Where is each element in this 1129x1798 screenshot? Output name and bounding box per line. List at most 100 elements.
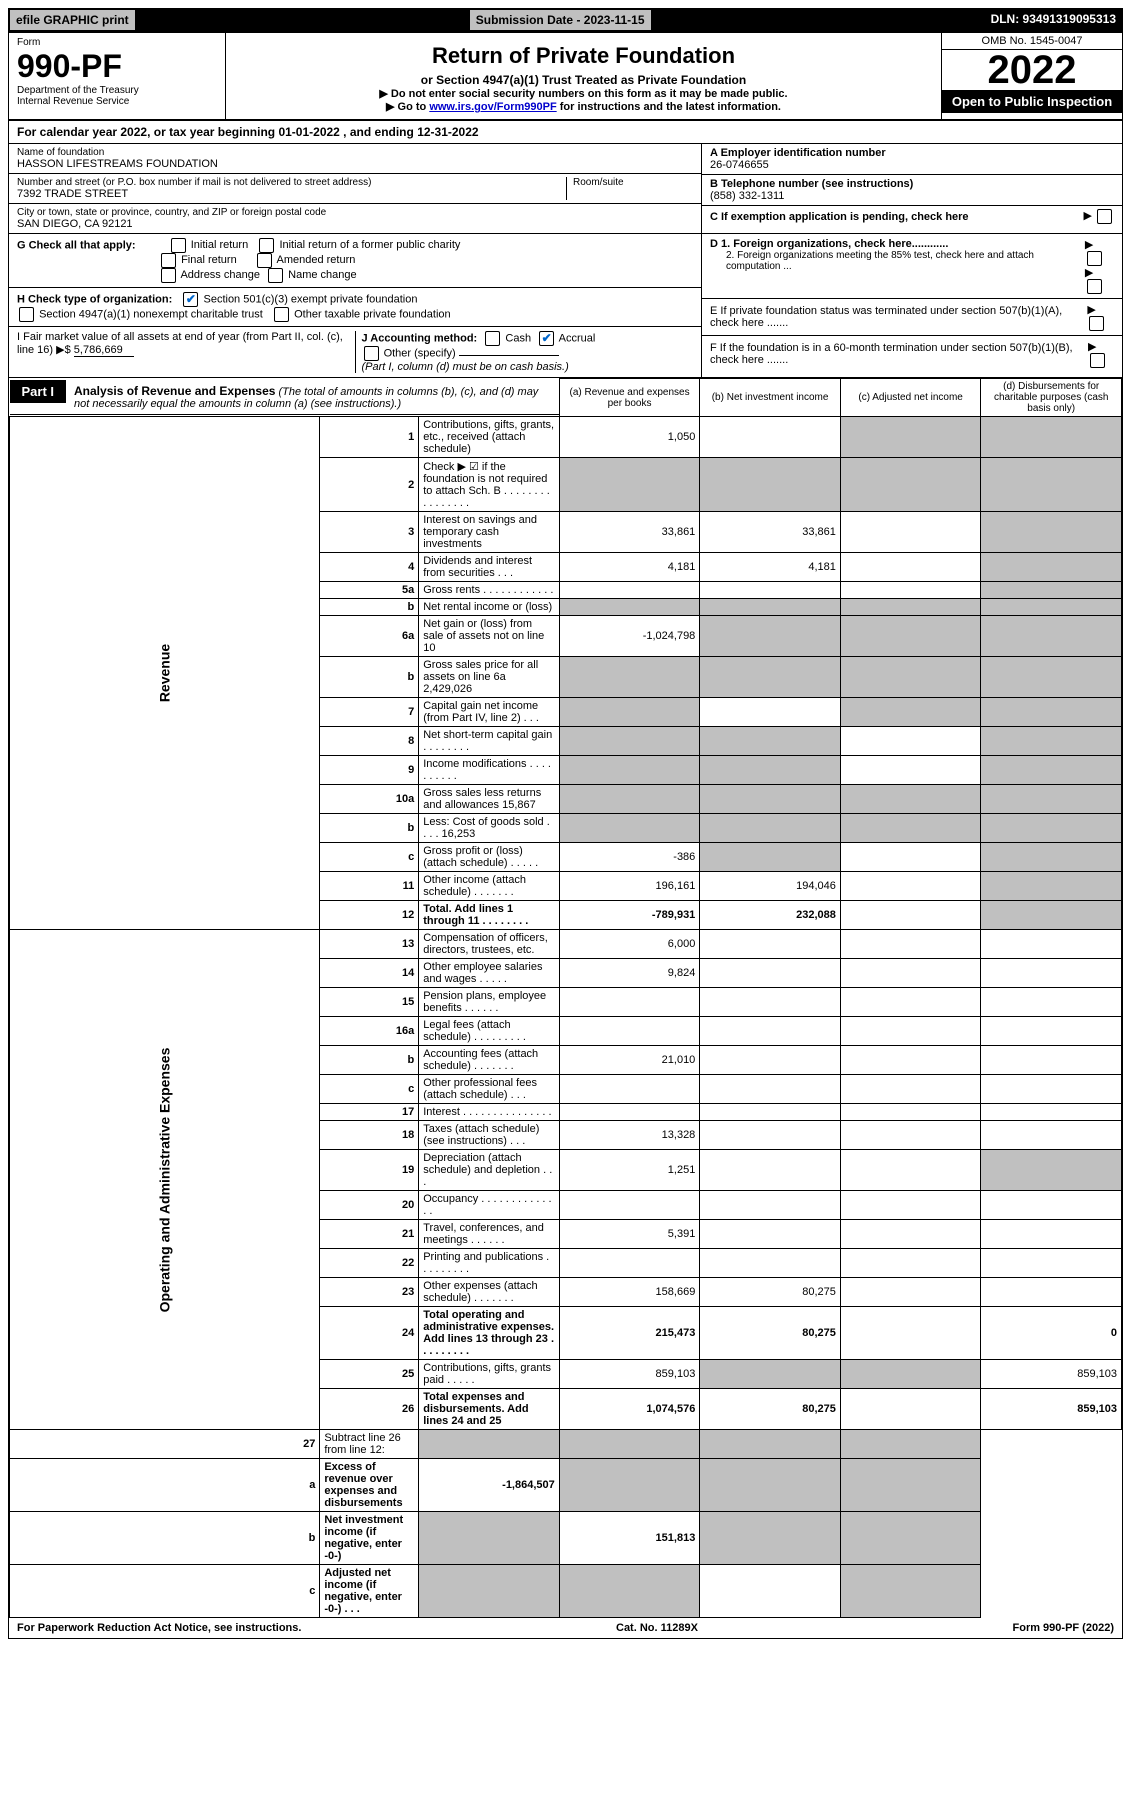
line-desc: Other professional fees (attach schedule… <box>419 1075 560 1104</box>
value-cell <box>559 756 700 785</box>
col-d-header: (d) Disbursements for charitable purpose… <box>981 379 1122 417</box>
value-cell <box>559 1565 700 1618</box>
checkbox-other[interactable] <box>364 346 379 361</box>
value-cell <box>700 1191 841 1220</box>
col-b-header: (b) Net investment income <box>700 379 841 417</box>
note-ssn: ▶ Do not enter social security numbers o… <box>232 87 935 100</box>
value-cell: 80,275 <box>700 1389 841 1430</box>
checkbox-name[interactable] <box>268 268 283 283</box>
checkbox-other-tax[interactable] <box>274 307 289 322</box>
line-number: 22 <box>320 1249 419 1278</box>
checkbox-d2[interactable] <box>1087 279 1102 294</box>
value-cell <box>840 698 981 727</box>
value-cell <box>840 1017 981 1046</box>
checkbox-amended[interactable] <box>257 253 272 268</box>
line-desc: Other employee salaries and wages . . . … <box>419 959 560 988</box>
value-cell <box>981 1249 1122 1278</box>
ein-value: 26-0746655 <box>710 159 1114 171</box>
efile-button[interactable]: efile GRAPHIC print <box>9 9 136 31</box>
line-desc: Other income (attach schedule) . . . . .… <box>419 872 560 901</box>
phone-value: (858) 332-1311 <box>710 190 1114 202</box>
value-cell <box>981 616 1122 657</box>
h-label: H Check type of organization: <box>17 293 172 305</box>
irs-label: Internal Revenue Service <box>17 96 217 107</box>
line-desc: Check ▶ ☑ if the foundation is not requi… <box>419 458 560 512</box>
line-desc: Compensation of officers, directors, tru… <box>419 930 560 959</box>
value-cell <box>700 930 841 959</box>
revenue-body: Revenue1Contributions, gifts, grants, et… <box>10 417 1122 930</box>
i-cell: I Fair market value of all assets at end… <box>17 331 356 373</box>
value-cell: 21,010 <box>559 1046 700 1075</box>
form-number: 990-PF <box>17 48 217 85</box>
line-desc: Dividends and interest from securities .… <box>419 553 560 582</box>
checkbox-f[interactable] <box>1090 353 1105 368</box>
value-cell: 5,391 <box>559 1220 700 1249</box>
value-cell <box>981 1278 1122 1307</box>
ij-row: I Fair market value of all assets at end… <box>9 327 701 377</box>
irs-link[interactable]: www.irs.gov/Form990PF <box>429 101 556 113</box>
value-cell <box>981 930 1122 959</box>
dept-treasury: Department of the Treasury <box>17 85 217 96</box>
e-row: E If private foundation status was termi… <box>702 299 1122 336</box>
value-cell <box>840 1430 981 1459</box>
line-desc: Net gain or (loss) from sale of assets n… <box>419 616 560 657</box>
value-cell <box>700 814 841 843</box>
line-desc: Income modifications . . . . . . . . . . <box>419 756 560 785</box>
line-desc: Capital gain net income (from Part IV, l… <box>419 698 560 727</box>
part1-badge: Part I <box>10 380 67 403</box>
value-cell <box>840 901 981 930</box>
part1-header: Part I Analysis of Revenue and Expenses … <box>10 380 559 415</box>
checkbox-4947[interactable] <box>19 307 34 322</box>
checkbox-final[interactable] <box>161 253 176 268</box>
checkbox-cash[interactable] <box>485 331 500 346</box>
value-cell: -789,931 <box>559 901 700 930</box>
value-cell <box>700 1360 841 1389</box>
value-cell <box>840 553 981 582</box>
value-cell <box>981 1220 1122 1249</box>
line-desc: Excess of revenue over expenses and disb… <box>320 1459 419 1512</box>
line-number: c <box>320 843 419 872</box>
value-cell: -1,024,798 <box>559 616 700 657</box>
value-cell: 9,824 <box>559 959 700 988</box>
line-desc: Printing and publications . . . . . . . … <box>419 1249 560 1278</box>
line-desc: Interest on savings and temporary cash i… <box>419 512 560 553</box>
value-cell <box>840 599 981 616</box>
value-cell <box>981 657 1122 698</box>
line-number: b <box>320 814 419 843</box>
f-check <box>1088 340 1114 368</box>
line-number: 2 <box>320 458 419 512</box>
line-desc: Interest . . . . . . . . . . . . . . . <box>419 1104 560 1121</box>
value-cell <box>840 727 981 756</box>
checkbox-accrual[interactable] <box>539 331 554 346</box>
line-desc: Net investment income (if negative, ente… <box>320 1512 419 1565</box>
value-cell <box>700 1249 841 1278</box>
name-label: Name of foundation <box>17 147 693 158</box>
line-number: 6a <box>320 616 419 657</box>
value-cell <box>559 1430 700 1459</box>
value-cell <box>840 1104 981 1121</box>
checkbox-addr[interactable] <box>161 268 176 283</box>
value-cell: 80,275 <box>700 1307 841 1360</box>
g-row: G Check all that apply: Initial return I… <box>9 234 701 288</box>
value-cell: 196,161 <box>559 872 700 901</box>
f-label: F If the foundation is in a 60-month ter… <box>710 342 1088 366</box>
value-cell <box>419 1565 560 1618</box>
line-number: 4 <box>320 553 419 582</box>
name-cell: Name of foundation HASSON LIFESTREAMS FO… <box>9 144 701 174</box>
footer: For Paperwork Reduction Act Notice, see … <box>9 1618 1122 1638</box>
line-desc: Gross profit or (loss) (attach schedule)… <box>419 843 560 872</box>
line-desc: Gross sales price for all assets on line… <box>419 657 560 698</box>
header-right: OMB No. 1545-0047 2022 Open to Public In… <box>941 33 1122 119</box>
checkbox-501c3[interactable] <box>183 292 198 307</box>
checkbox-initial[interactable] <box>171 238 186 253</box>
table-row: cAdjusted net income (if negative, enter… <box>10 1565 1122 1618</box>
g-row3: Address change Name change <box>159 269 357 281</box>
checkbox-d1[interactable] <box>1087 251 1102 266</box>
value-cell <box>840 1389 981 1430</box>
checkbox-e[interactable] <box>1089 316 1104 331</box>
j-note: (Part I, column (d) must be on cash basi… <box>362 361 569 373</box>
opt-addr: Address change <box>180 269 260 281</box>
checkbox-initial-former[interactable] <box>259 238 274 253</box>
value-cell <box>840 582 981 599</box>
checkbox-c[interactable] <box>1097 209 1112 224</box>
